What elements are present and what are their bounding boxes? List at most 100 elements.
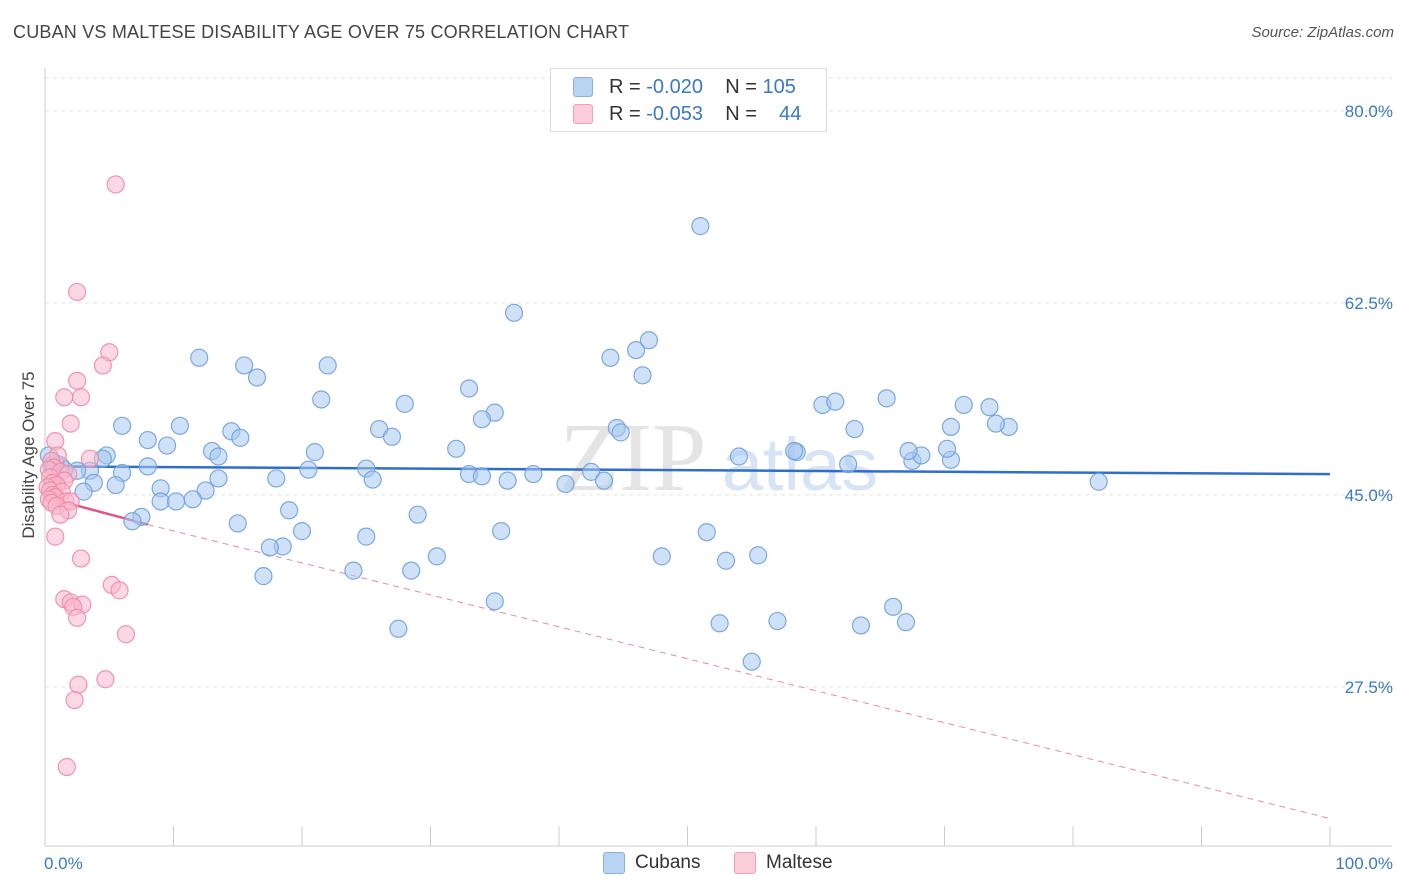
maltese-point <box>96 670 115 689</box>
cubans-point <box>123 512 142 531</box>
cubans-point <box>254 567 273 586</box>
maltese-point <box>80 449 100 468</box>
cubans-point <box>260 538 279 557</box>
chart-title: CUBAN VS MALTESE DISABILITY AGE OVER 75 … <box>13 22 630 42</box>
cubans-point <box>292 522 312 541</box>
cubans-point <box>190 348 209 367</box>
cubans-point <box>980 398 999 417</box>
cubans-point <box>106 475 125 495</box>
cubans-point <box>768 611 787 631</box>
cubans-point <box>729 447 749 466</box>
cubans-point <box>716 551 736 570</box>
cubans-point <box>492 522 511 541</box>
cubans-point <box>196 481 215 500</box>
cubans-point <box>318 356 337 375</box>
x-tick-label: 100.0% <box>1335 854 1393 873</box>
cubans-trend-line <box>44 465 1331 476</box>
legend-r-value: -0.053 <box>646 102 703 125</box>
maltese-trend-extension <box>147 524 1331 820</box>
maltese-point <box>65 690 84 710</box>
cubans-point <box>402 561 421 580</box>
cubans-point <box>986 414 1006 433</box>
cubans-point <box>839 455 858 474</box>
cubans-point <box>633 366 652 385</box>
maltese-point <box>68 371 87 390</box>
maltese-point <box>57 757 76 777</box>
cubans-point <box>937 439 957 458</box>
cubans-point <box>344 561 363 580</box>
cubans-point <box>138 430 157 450</box>
cubans-point <box>1089 472 1108 491</box>
maltese-point <box>61 414 80 433</box>
cubans-point <box>427 547 447 566</box>
legend-label-cubans: Cubans <box>635 852 701 873</box>
cubans-point <box>742 652 761 671</box>
grid-lines <box>45 77 1392 688</box>
maltese-point <box>106 175 125 194</box>
cubans-point <box>883 597 903 616</box>
y-axis-label: Disability Age Over 75 <box>19 371 38 538</box>
cubans-point <box>749 546 768 565</box>
cubans-point <box>112 416 132 435</box>
cubans-point <box>941 417 961 436</box>
legend-r-value: -0.020 <box>646 75 703 98</box>
series-legend: Cubans Maltese <box>0 852 1406 876</box>
cubans-point <box>899 441 918 461</box>
cubans-point <box>305 443 324 462</box>
maltese-point <box>110 581 129 600</box>
maltese-point <box>46 527 65 546</box>
cubans-point <box>697 523 716 542</box>
cubans-point <box>652 547 671 566</box>
cubans-point <box>247 368 267 387</box>
maltese-point <box>68 608 87 627</box>
cubans-point <box>170 416 190 435</box>
cubans-point <box>556 474 575 494</box>
maltese-point <box>68 282 87 302</box>
cubans-point <box>710 614 729 633</box>
cubans-point <box>601 348 620 367</box>
cubans-point <box>826 392 845 411</box>
legend-n-label: N = <box>725 102 757 125</box>
cubans-point <box>626 340 646 360</box>
cubans-point <box>235 356 254 375</box>
correlation-legend: R = -0.020 N = 105 R = -0.053 N = 44 <box>550 68 827 132</box>
x-tick-label: 0.0% <box>44 854 83 873</box>
maltese-point <box>71 549 91 568</box>
cubans-point <box>395 394 414 413</box>
cubans-point <box>524 464 543 484</box>
legend-n-value: 44 <box>779 102 802 125</box>
legend-row-cubans: R = -0.020 N = 105 <box>573 75 796 99</box>
cubans-point <box>485 592 504 611</box>
legend-row-maltese: R = -0.053 N = 44 <box>573 102 801 126</box>
legend-n-value: 105 <box>762 75 796 98</box>
legend-item-maltese[interactable]: Maltese <box>734 852 833 874</box>
cubans-point <box>785 441 804 461</box>
cubans-point <box>363 470 382 489</box>
legend-n-label: N = <box>725 75 757 98</box>
cubans-point <box>447 439 466 458</box>
cubans-point <box>228 514 247 533</box>
legend-swatch-cubans <box>573 77 593 97</box>
source-label: Source: ZipAtlas.com <box>1251 24 1394 41</box>
cubans-point <box>209 447 228 466</box>
cubans-point <box>472 467 491 486</box>
legend-swatch-maltese <box>573 104 593 124</box>
y-tick-label: 45.0% <box>1345 486 1393 505</box>
maltese-point <box>55 388 74 407</box>
watermark-zip: ZIP <box>560 404 707 512</box>
cubans-point <box>472 410 491 429</box>
cubans-point <box>851 616 871 635</box>
legend-r-label: R = <box>609 102 641 125</box>
legend-item-cubans[interactable]: Cubans <box>603 852 701 874</box>
cubans-point <box>382 427 402 446</box>
maltese-point <box>71 388 91 407</box>
cubans-point <box>498 471 517 490</box>
cubans-point <box>231 428 250 447</box>
cubans-point <box>312 390 331 409</box>
watermark: ZIP atlas <box>560 404 879 512</box>
cubans-point <box>74 482 93 501</box>
cubans-point <box>209 469 228 488</box>
legend-label-maltese: Maltese <box>766 852 833 873</box>
cubans-point <box>138 457 157 476</box>
